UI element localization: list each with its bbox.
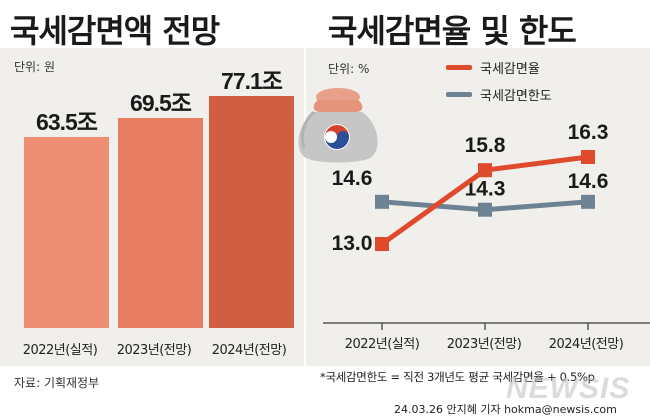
bar (118, 118, 203, 328)
line-category-label: 2023년(전망) (446, 337, 522, 352)
bar-value-label: 69.5조 (130, 90, 192, 117)
line-category-label: 2024년(전망) (548, 337, 624, 352)
bar-value-label: 63.5조 (36, 108, 98, 135)
bar-category-label: 2022년(실적) (22, 343, 98, 358)
byline: 24.03.26 안지혜 기자 hokma@newsis.com (394, 403, 617, 416)
right-chart-title: 국세감면율 및 한도 (328, 12, 577, 50)
footnote: *국세감면한도 = 직전 3개년도 평균 국세감면율 + 0.5%p (320, 370, 595, 384)
right-panel-background (306, 48, 650, 366)
right-unit-label: 단위: % (328, 62, 370, 76)
bar-category-label: 2024년(전망) (211, 343, 287, 358)
legend-label-limit: 국세감면한도 (480, 89, 552, 104)
bar-value-label: 77.1조 (221, 67, 283, 94)
left-chart-title: 국세감면액 전망 (10, 12, 220, 50)
line-category-label: 2022년(실적) (344, 337, 420, 352)
bar (24, 136, 109, 328)
legend-swatch-limit (446, 92, 472, 97)
legend-label-rate: 국세감면율 (480, 62, 540, 77)
source-note: 자료: 기획재정부 (14, 376, 100, 390)
left-unit-label: 단위: 원 (14, 60, 55, 74)
legend-swatch-rate (446, 65, 472, 70)
watermark-logo: NEWSIS (506, 372, 631, 405)
bar (209, 95, 294, 328)
bar-category-label: 2023년(전망) (116, 343, 192, 358)
